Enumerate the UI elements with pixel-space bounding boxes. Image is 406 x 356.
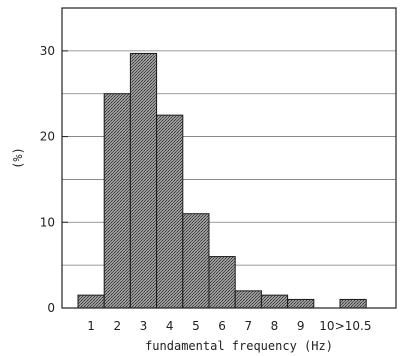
x-tick-label: 2 (113, 319, 121, 333)
x-tick-label: 8 (271, 319, 279, 333)
x-tick-label: 1 (87, 319, 95, 333)
bar-9 (287, 298, 315, 309)
x-axis-ticks: 1 2 3 4 5 6 7 8 9 10 >10.5 (87, 319, 371, 333)
bar-10.5 (339, 298, 367, 309)
x-tick-label: 7 (244, 319, 252, 333)
bar-3 (129, 52, 158, 309)
y-tick-label: 20 (40, 130, 55, 144)
bar-6 (208, 256, 236, 309)
x-tick-label: 10 (319, 319, 334, 333)
y-axis-label: (%) (11, 147, 25, 169)
bar-2 (103, 93, 131, 309)
bar-7 (234, 290, 262, 309)
x-tick-label: 4 (166, 319, 174, 333)
bar-4 (156, 114, 184, 309)
x-tick-label: 6 (218, 319, 226, 333)
x-tick-label: 9 (297, 319, 305, 333)
y-tick-label: 0 (47, 301, 55, 315)
y-axis-ticks: 0 10 20 30 (40, 44, 68, 315)
bar-1 (77, 294, 105, 309)
y-tick-label: 30 (40, 44, 55, 58)
y-tick-label: 10 (40, 215, 55, 229)
bars (77, 52, 367, 309)
bar-8 (260, 294, 289, 309)
x-axis-label: fundamental frequency (Hz) (145, 339, 333, 353)
x-tick-label: 5 (192, 319, 200, 333)
bar-5 (182, 213, 210, 309)
x-tick-label: 3 (140, 319, 148, 333)
x-tick-label: >10.5 (335, 319, 372, 333)
plot-frame (61, 7, 397, 309)
